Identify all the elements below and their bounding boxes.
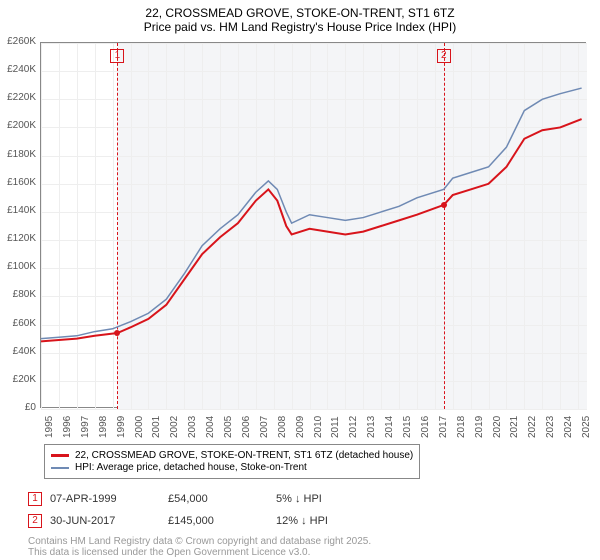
xtick-label: 2011 — [330, 416, 341, 438]
xtick-label: 2004 — [205, 416, 216, 438]
ytick-label: £260K — [2, 36, 36, 47]
chart-title-block: 22, CROSSMEAD GROVE, STOKE-ON-TRENT, ST1… — [0, 0, 600, 36]
line-hpi — [41, 88, 582, 339]
credits-line1: Contains HM Land Registry data © Crown c… — [28, 536, 371, 547]
xtick-label: 2018 — [456, 416, 467, 438]
xtick-label: 1995 — [44, 416, 55, 438]
xtick-label: 2006 — [241, 416, 252, 438]
ytick-label: £60K — [2, 318, 36, 329]
xtick-label: 2010 — [313, 416, 324, 438]
ytick-label: £100K — [2, 261, 36, 272]
legend-row-price: 22, CROSSMEAD GROVE, STOKE-ON-TRENT, ST1… — [51, 450, 413, 461]
sales-row-marker: 2 — [28, 514, 42, 528]
xtick-label: 2002 — [169, 416, 180, 438]
ytick-label: £80K — [2, 289, 36, 300]
chart-legend: 22, CROSSMEAD GROVE, STOKE-ON-TRENT, ST1… — [44, 444, 420, 479]
title-subtitle: Price paid vs. HM Land Registry's House … — [0, 20, 600, 34]
xtick-label: 1997 — [80, 416, 91, 438]
ytick-label: £240K — [2, 64, 36, 75]
xtick-label: 2015 — [402, 416, 413, 438]
ytick-label: £220K — [2, 92, 36, 103]
credits-line2: This data is licensed under the Open Gov… — [28, 547, 371, 558]
xtick-label: 2008 — [277, 416, 288, 438]
xtick-label: 1999 — [116, 416, 127, 438]
xtick-label: 1998 — [98, 416, 109, 438]
sales-row: 1 07-APR-1999 £54,000 5% ↓ HPI — [28, 488, 376, 510]
ytick-label: £0 — [2, 402, 36, 413]
sales-row-delta: 5% ↓ HPI — [276, 493, 376, 505]
ytick-label: £120K — [2, 233, 36, 244]
xtick-label: 2005 — [223, 416, 234, 438]
credits-block: Contains HM Land Registry data © Crown c… — [28, 536, 371, 558]
chart-lines — [41, 43, 587, 409]
legend-swatch-price — [51, 454, 69, 457]
legend-label-price: 22, CROSSMEAD GROVE, STOKE-ON-TRENT, ST1… — [75, 450, 413, 461]
legend-row-hpi: HPI: Average price, detached house, Stok… — [51, 462, 413, 473]
legend-label-hpi: HPI: Average price, detached house, Stok… — [75, 462, 307, 473]
ytick-label: £200K — [2, 120, 36, 131]
ytick-label: £160K — [2, 177, 36, 188]
xtick-label: 2016 — [420, 416, 431, 438]
title-address: 22, CROSSMEAD GROVE, STOKE-ON-TRENT, ST1… — [0, 6, 600, 20]
xtick-label: 2003 — [187, 416, 198, 438]
xtick-label: 2007 — [259, 416, 270, 438]
sales-row-date: 07-APR-1999 — [50, 493, 160, 505]
xtick-label: 2001 — [151, 416, 162, 438]
xtick-label: 2024 — [563, 416, 574, 438]
xtick-label: 2025 — [581, 416, 592, 438]
xtick-label: 2019 — [474, 416, 485, 438]
ytick-label: £180K — [2, 149, 36, 160]
ytick-label: £20K — [2, 374, 36, 385]
sales-row-marker: 1 — [28, 492, 42, 506]
xtick-label: 2023 — [545, 416, 556, 438]
xtick-label: 2000 — [134, 416, 145, 438]
sales-table: 1 07-APR-1999 £54,000 5% ↓ HPI 2 30-JUN-2017 £… — [28, 488, 376, 532]
chart-plot-area: 12 — [40, 42, 586, 408]
sales-row-price: £54,000 — [168, 493, 268, 505]
line-price — [41, 119, 582, 341]
ytick-label: £40K — [2, 346, 36, 357]
legend-swatch-hpi — [51, 467, 69, 469]
xtick-label: 2014 — [384, 416, 395, 438]
sales-row: 2 30-JUN-2017 £145,000 12% ↓ HPI — [28, 510, 376, 532]
xtick-label: 2017 — [438, 416, 449, 438]
sales-row-delta: 12% ↓ HPI — [276, 515, 376, 527]
sales-row-date: 30-JUN-2017 — [50, 515, 160, 527]
xtick-label: 2020 — [492, 416, 503, 438]
ytick-label: £140K — [2, 205, 36, 216]
xtick-label: 2012 — [348, 416, 359, 438]
xtick-label: 2013 — [366, 416, 377, 438]
xtick-label: 2021 — [509, 416, 520, 438]
xtick-label: 2009 — [295, 416, 306, 438]
grid-h — [41, 409, 587, 410]
xtick-label: 1996 — [62, 416, 73, 438]
sales-row-price: £145,000 — [168, 515, 268, 527]
xtick-label: 2022 — [527, 416, 538, 438]
